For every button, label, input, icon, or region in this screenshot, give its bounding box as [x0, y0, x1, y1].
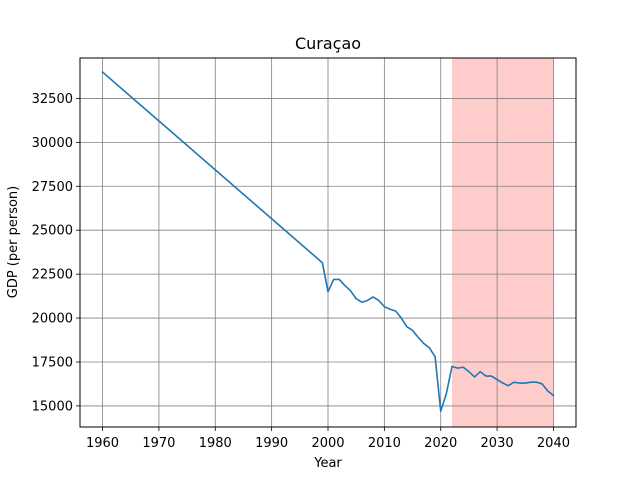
- x-tick-label: 2020: [424, 436, 457, 451]
- y-tick-label: 27500: [32, 180, 73, 195]
- x-tick-label: 1980: [199, 436, 232, 451]
- x-tick-label: 2000: [311, 436, 344, 451]
- x-axis: 1960 1970 1980 1990 2000 2010 2020 2030 2040: [86, 427, 570, 451]
- x-tick-label: 2040: [537, 436, 570, 451]
- forecast-band-layer: [452, 58, 554, 427]
- y-tick-label: 20000: [32, 312, 73, 327]
- x-axis-title: Year: [313, 456, 342, 471]
- y-axis-title: GDP (per person): [6, 186, 21, 299]
- x-tick-label: 1970: [142, 436, 175, 451]
- y-tick-label: 32500: [32, 92, 73, 107]
- y-tick-label: 30000: [32, 136, 73, 151]
- y-tick-label: 15000: [32, 399, 73, 414]
- y-tick-label: 25000: [32, 224, 73, 239]
- gdp-series-line: [101, 70, 555, 412]
- forecast-region: [452, 58, 554, 427]
- grid-layer: [80, 58, 576, 427]
- y-tick-label: 22500: [32, 268, 73, 283]
- chart-title: Curaçao: [295, 34, 361, 53]
- x-tick-label: 1990: [255, 436, 288, 451]
- x-tick-label: 2030: [481, 436, 514, 451]
- y-tick-label: 17500: [32, 355, 73, 370]
- x-tick-label: 1960: [86, 436, 119, 451]
- y-axis: 15000 17500 20000 22500 25000 27500 30000 32500: [32, 92, 80, 414]
- series-layer: [101, 70, 555, 412]
- x-tick-label: 2010: [368, 436, 401, 451]
